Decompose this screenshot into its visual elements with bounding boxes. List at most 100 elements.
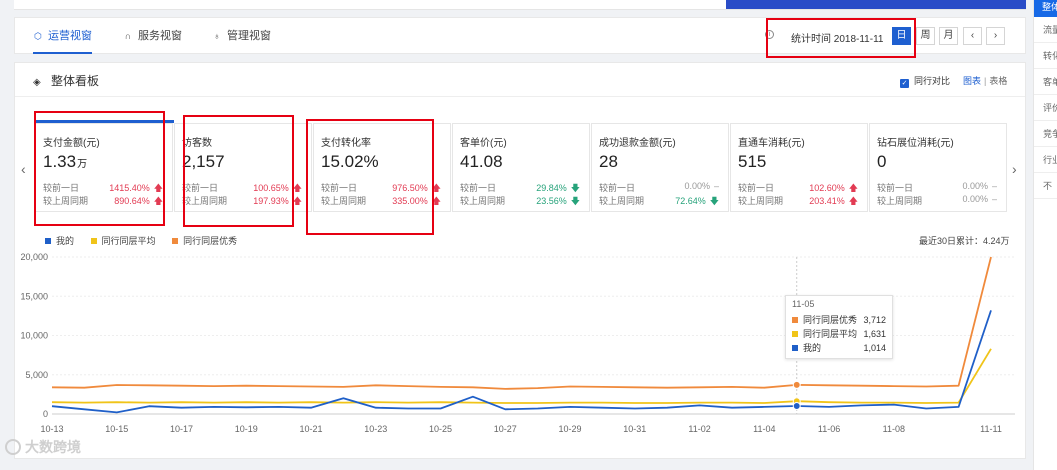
tooltip-swatch [792,331,798,337]
metric-value: 515 [738,152,767,171]
y-tick-label: 15,000 [20,291,48,301]
metric-card[interactable]: 成功退款金额(元) 28 较前一日 0.00% – 较上周同期 72.64% 🡇 [591,123,729,212]
trend-up-icon: 🡅 [153,183,163,193]
tooltip-date: 11-05 [792,299,815,309]
selected-indicator [36,120,174,123]
sidebar-item[interactable]: 转化 [1034,43,1057,69]
x-tick-label: 10-31 [623,424,646,434]
metric-card[interactable]: 支付转化率 15.02% 较前一日 976.50% 🡅 较上周同期 335.00% 🡅 [313,123,451,212]
period-day-button[interactable]: 日 [892,27,911,45]
sidebar-item[interactable]: 流量 [1034,17,1057,43]
period-month-button[interactable]: 月 [939,27,958,45]
metric-name: 钻石展位消耗(元) [877,138,954,149]
metric-week-compare: 较上周同期 197.93% 🡅 [182,194,302,207]
date-next-button[interactable]: › [986,27,1005,45]
tooltip-swatch [792,345,798,351]
trend-down-icon: 🡇 [709,196,719,206]
metric-card[interactable]: 直通车消耗(元) 515 较前一日 102.60% 🡅 较上周同期 203.41% 🡅 [730,123,868,212]
cards-next-arrow[interactable]: › [1012,161,1017,177]
x-tick-label: 10-21 [300,424,323,434]
x-tick-label: 10-23 [364,424,387,434]
tooltip-row: 同行同层平均 1,631 [792,327,886,341]
legend-item[interactable]: 同行同层平均 [90,234,156,247]
hover-point [792,402,801,411]
layers-icon: ◈ [33,77,41,88]
metric-week-compare: 较上周同期 72.64% 🡇 [599,194,719,207]
legend-item[interactable]: 我的 [45,234,74,247]
tab-service[interactable]: ∩ 服务视窗 [123,18,182,54]
watermark: 大数跨境 [5,437,81,457]
x-tick-label: 11-08 [883,424,905,434]
metric-name: 直通车消耗(元) [738,138,805,149]
trend-up-icon: 🡅 [431,196,441,206]
trend-flat-icon: – [713,181,719,191]
metric-week-compare: 较上周同期 335.00% 🡅 [321,194,441,207]
x-tick-label: 10-17 [170,424,193,434]
tooltip-swatch [792,317,798,323]
series-line [51,310,992,414]
trend-down-icon: 🡇 [570,196,580,206]
metric-day-compare: 较前一日 29.84% 🡇 [460,181,580,194]
sidebar-item[interactable]: 行业 [1034,147,1057,173]
date-prev-button[interactable]: ‹ [963,27,982,45]
metric-name: 成功退款金额(元) [599,138,676,149]
x-tick-label: 11-04 [753,424,775,434]
total-30-days: 最近30日累计：4.24万 [919,236,1010,246]
info-icon: i [765,30,774,39]
metric-day-compare: 较前一日 976.50% 🡅 [321,181,441,194]
view-tabs-bar: ⬡ 运营视窗 ∩ 服务视窗 ♁ 管理视窗 i 统计时间 2018-11-11 日 周 … [14,17,1026,54]
cards-prev-arrow[interactable]: ‹ [21,161,26,177]
overview-panel: ◈ 整体看板 ✓ 同行对比 图表 | 表格 ‹ › 支付金额(元) 1.33万 较前一日 14… [14,62,1026,459]
headset-icon: ∩ [124,31,132,41]
hover-point [792,380,801,389]
sidebar-item[interactable]: 客单 [1034,69,1057,95]
metric-value: 15.02% [321,152,379,171]
metric-value: 28 [599,152,618,171]
period-week-button[interactable]: 周 [916,27,935,45]
metric-value: 41.08 [460,152,503,171]
metric-value: 2,157 [182,152,225,171]
sidebar-item[interactable]: 评价 [1034,95,1057,121]
legend-item[interactable]: 同行同层优秀 [172,234,237,247]
trend-flat-icon: – [991,194,997,204]
y-tick-label: 0 [43,409,48,419]
metric-name: 访客数 [182,138,212,149]
panel-title: ◈ 整体看板 [33,74,100,88]
view-chart-link[interactable]: 图表 [963,76,982,86]
x-tick-label: 10-29 [559,424,582,434]
metric-card[interactable]: 支付金额(元) 1.33万 较前一日 1415.40% 🡅 较上周同期 890.64% 🡅 [35,120,174,212]
right-sidebar: 整体 流量 转化 客单 评价 竞争 行业 不 [1033,0,1057,470]
metric-name: 支付转化率 [321,138,371,149]
tab-management[interactable]: ♁ 管理视窗 [212,18,271,54]
peer-compare-checkbox[interactable]: ✓ 同行对比 [900,76,951,88]
metric-week-compare: 较上周同期 203.41% 🡅 [738,194,858,207]
trend-up-icon: 🡅 [848,196,858,206]
metric-card[interactable]: 访客数 2,157 较前一日 100.65% 🡅 较上周同期 197.93% 🡅 [174,123,312,212]
trend-chart: 0 5,000 10,000 15,000 20,000 10-13 10-15 10-17 1… [20,252,1015,434]
metric-week-compare: 较上周同期 890.64% 🡅 [43,194,163,207]
sidebar-top-item[interactable]: 整体 [1034,0,1057,17]
watermark-logo-icon [5,439,21,455]
top-strip [14,0,1026,10]
metric-name: 客单价(元) [460,138,507,149]
legend-swatch [172,238,179,244]
medal-icon: ♁ [213,31,221,41]
trend-up-icon: 🡅 [848,183,858,193]
legend-swatch [45,238,51,244]
x-tick-label: 11-06 [818,424,840,434]
tab-operations[interactable]: ⬡ 运营视窗 [33,18,92,54]
y-tick-label: 20,000 [20,252,48,262]
shield-icon: ⬡ [34,31,42,41]
sidebar-item[interactable]: 不 [1034,173,1057,199]
metric-card[interactable]: 钻石展位消耗(元) 0 较前一日 0.00% – 较上周同期 0.00% – [869,123,1007,212]
x-tick-label: 11-02 [688,424,710,434]
metric-card[interactable]: 客单价(元) 41.08 较前一日 29.84% 🡇 较上周同期 23.56% 🡇 [452,123,590,212]
x-tick-label: 10-13 [40,424,63,434]
tooltip-row: 我的 1,014 [792,341,886,355]
sidebar-item[interactable]: 竞争 [1034,121,1057,147]
view-table-link[interactable]: 表格 [989,76,1008,86]
trend-down-icon: 🡇 [570,183,580,193]
trend-up-icon: 🡅 [153,196,163,206]
trend-up-icon: 🡅 [431,183,441,193]
metric-day-compare: 较前一日 102.60% 🡅 [738,181,858,194]
